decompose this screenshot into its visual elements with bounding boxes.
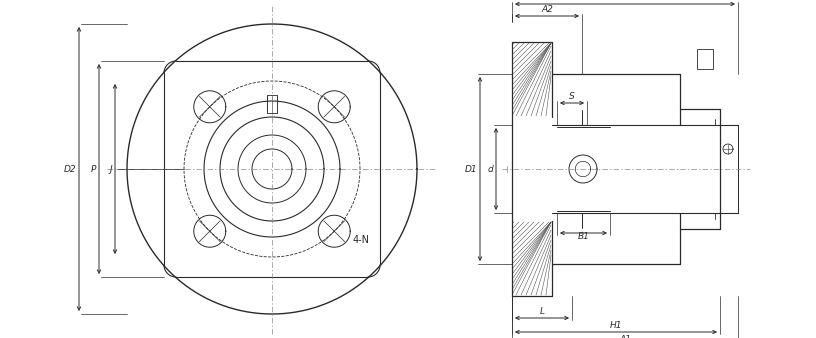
- Bar: [267, 95, 277, 113]
- Text: H1: H1: [610, 321, 623, 330]
- Text: Z: Z: [622, 0, 628, 1]
- Text: P: P: [91, 165, 96, 173]
- Text: 4-N: 4-N: [353, 235, 369, 245]
- Text: D2: D2: [64, 165, 76, 173]
- Text: A1: A1: [619, 335, 631, 338]
- Bar: [697, 49, 713, 69]
- Text: L: L: [539, 307, 544, 316]
- Text: D1: D1: [464, 165, 477, 173]
- Text: d: d: [487, 165, 493, 173]
- Text: S: S: [569, 92, 575, 101]
- Text: B1: B1: [578, 232, 589, 241]
- Text: J: J: [109, 165, 112, 173]
- Text: A2: A2: [541, 5, 553, 14]
